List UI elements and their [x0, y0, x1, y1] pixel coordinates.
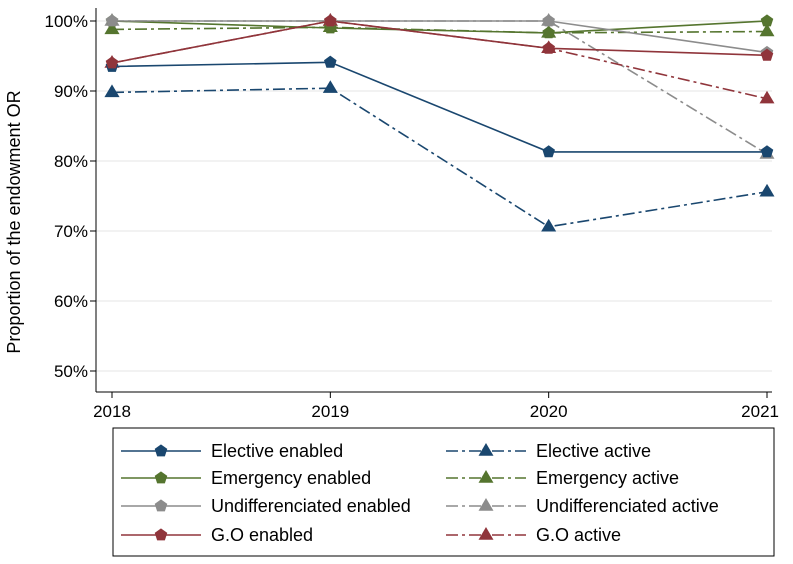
y-tick-label: 80% [54, 152, 88, 171]
data-point [104, 21, 120, 35]
y-tick-label: 100% [45, 12, 88, 31]
y-axis-ticks: 50% 60% 70% 80% 90% 100% [45, 12, 96, 381]
legend-label: Elective active [536, 441, 651, 461]
y-tick-label: 90% [54, 82, 88, 101]
y-tick-label: 50% [54, 362, 88, 381]
legend-item: Emergency active [446, 468, 679, 488]
x-axis-ticks: 2018 2019 2020 2021 [93, 392, 779, 421]
data-point [542, 145, 555, 158]
legend-item: Elective active [446, 441, 651, 461]
legend-label: Emergency enabled [211, 468, 371, 488]
legend-label: G.O enabled [211, 525, 313, 545]
data-point [324, 55, 337, 68]
series-g-o-enabled [105, 14, 774, 69]
series-elective-enabled [105, 55, 774, 158]
legend-swatch-marker [154, 528, 168, 541]
series-line [112, 20, 768, 54]
data-point [105, 14, 119, 27]
data-point [542, 26, 555, 39]
legend-item: G.O enabled [121, 525, 313, 545]
data-point [324, 14, 337, 27]
legend-swatch-marker [154, 444, 168, 457]
y-axis-title: Proportion of the endowment OR [4, 90, 24, 353]
x-tick-label: 2020 [530, 402, 568, 421]
data-point [760, 14, 774, 27]
legend-swatch-marker [478, 470, 494, 483]
data-point [105, 56, 119, 69]
series-line [112, 20, 768, 155]
legend-swatch-marker [154, 499, 168, 512]
data-point [759, 90, 775, 104]
legend: Elective enabled Elective active Emergency… [121, 441, 719, 545]
x-tick-label: 2018 [93, 402, 131, 421]
legend-label: Undifferenciated active [536, 496, 719, 516]
y-tick-label: 70% [54, 222, 88, 241]
legend-item: G.O active [446, 525, 621, 545]
legend-item: Emergency enabled [121, 468, 371, 488]
data-point [760, 48, 774, 61]
legend-swatch-marker [478, 498, 494, 511]
data-point [322, 80, 338, 93]
series-line [111, 61, 767, 153]
data-point [759, 183, 775, 197]
legend-box [112, 427, 775, 557]
y-tick-label: 60% [54, 292, 88, 311]
series-elective-active [104, 80, 775, 232]
x-tick-label: 2019 [311, 402, 349, 421]
data-point [760, 145, 774, 158]
legend-label: Elective enabled [211, 441, 343, 461]
legend-swatch-marker [478, 443, 494, 456]
legend-swatch-marker [154, 471, 168, 484]
legend-label: G.O active [536, 525, 621, 545]
series-line [111, 20, 768, 34]
legend-label: Emergency active [536, 468, 679, 488]
x-tick-label: 2021 [741, 402, 779, 421]
legend-item: Undifferenciated active [446, 496, 719, 516]
data-point [542, 41, 555, 54]
legend-item: Undifferenciated enabled [121, 496, 411, 516]
series-layer [104, 13, 775, 232]
data-point [542, 14, 555, 27]
data-point [104, 84, 120, 98]
series-undifferenciated-active [104, 13, 775, 159]
data-point [759, 23, 775, 37]
legend-swatch-marker [478, 527, 494, 540]
legend-item: Elective enabled [121, 441, 343, 461]
legend-label: Undifferenciated enabled [211, 496, 411, 516]
series-line [111, 20, 768, 64]
gridlines [96, 20, 772, 372]
data-point [541, 218, 557, 232]
series-line [111, 87, 768, 228]
series-g-o-active [104, 13, 775, 104]
